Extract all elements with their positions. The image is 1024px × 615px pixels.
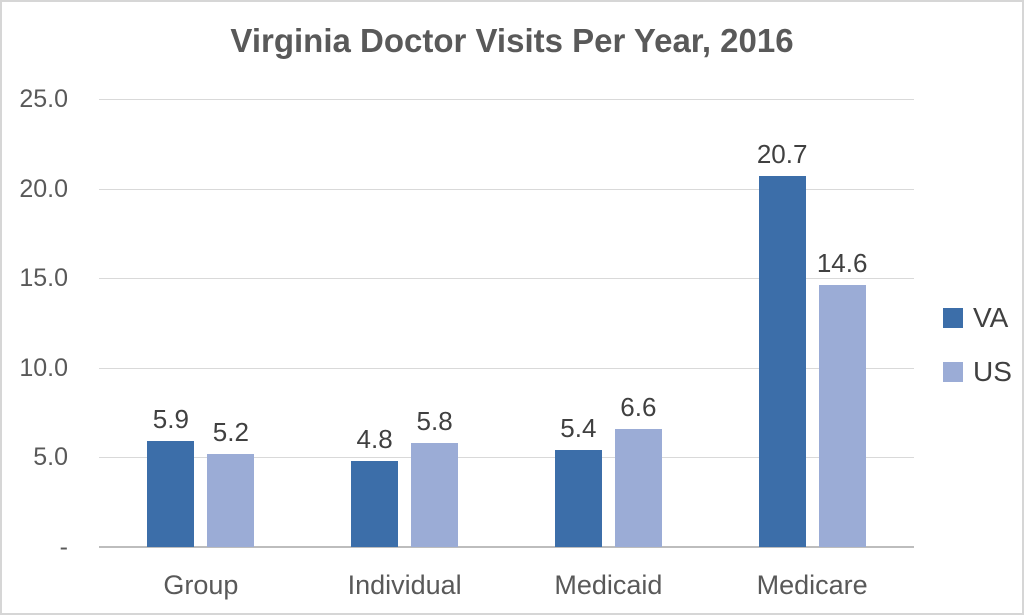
data-label-us-group: 5.2 [212, 416, 249, 447]
legend-swatch-us [943, 362, 963, 382]
data-label-va-medicaid: 5.4 [560, 413, 597, 444]
chart-title: Virginia Doctor Visits Per Year, 2016 [230, 22, 794, 59]
data-label-va-group: 5.9 [152, 404, 189, 435]
x-tick-label-medicare: Medicare [756, 570, 868, 600]
bar-va-individual [351, 460, 399, 547]
data-label-us-medicaid: 6.6 [620, 391, 657, 422]
data-label-va-individual: 4.8 [356, 423, 393, 454]
gridline-25.0 [99, 99, 914, 100]
x-tick-label-medicaid: Medicaid [554, 570, 663, 600]
y-tick-label-25-0: 25.0 [19, 85, 68, 113]
plot-area: 5.9 5.2 4.8 5.8 5.4 6.6 20.7 14.6 [99, 99, 914, 548]
y-tick-label-10-0: 10.0 [19, 353, 68, 382]
bar-us-medicare [818, 285, 866, 547]
y-tick-label-15-0: 15.0 [19, 264, 68, 293]
bar-us-group [207, 453, 255, 547]
data-label-us-medicare: 14.6 [816, 248, 868, 279]
x-axis-line [99, 546, 914, 548]
x-tick-label-individual: Individual [347, 570, 462, 600]
x-tick-label-group: Group [163, 570, 239, 600]
data-label-us-individual: 5.8 [416, 406, 453, 437]
bar-va-medicare [758, 176, 806, 547]
gridline-15.0 [99, 278, 914, 280]
y-tick-label-20-0: 20.0 [19, 174, 68, 203]
gridline-10.0 [99, 367, 914, 369]
gridline-20.0 [99, 188, 914, 190]
bar-us-medicaid [614, 428, 662, 547]
legend-entry-us: US [943, 358, 1012, 386]
legend-label-va: VA [973, 302, 1009, 333]
bar-va-group [147, 441, 195, 547]
legend-swatch-va [943, 308, 963, 328]
y-tick-label--: - [59, 533, 68, 561]
legend: VA US [943, 304, 1012, 386]
bar-us-individual [411, 443, 459, 547]
gridline-5.0 [99, 457, 914, 459]
bar-va-medicaid [554, 450, 602, 547]
legend-label-us: US [973, 356, 1012, 387]
y-tick-label-5-0: 5.0 [33, 443, 68, 472]
legend-entry-va: VA [943, 304, 1012, 332]
data-label-va-medicare: 20.7 [756, 139, 808, 170]
